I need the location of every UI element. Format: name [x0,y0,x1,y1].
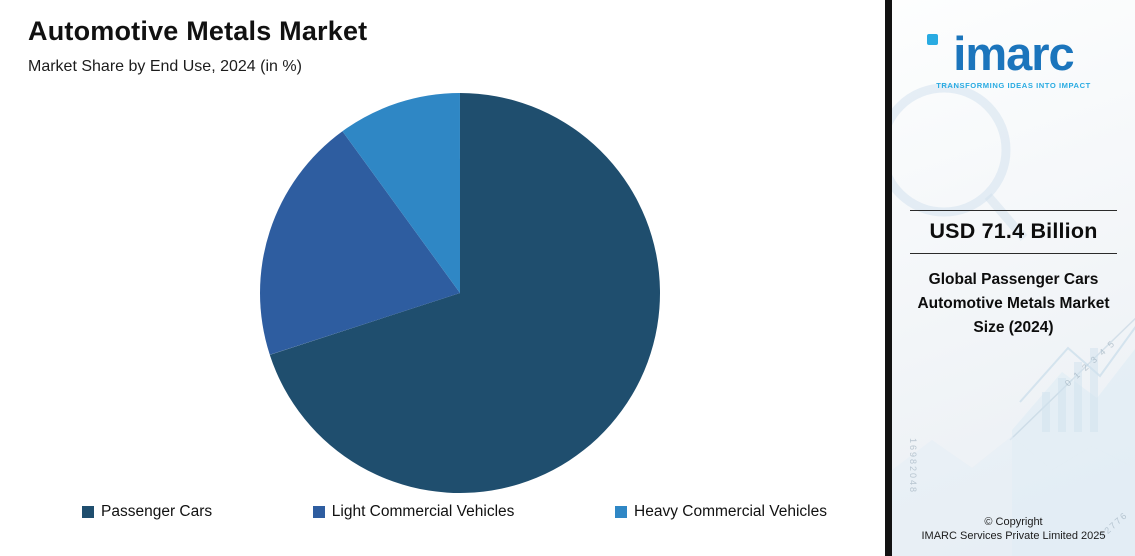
copyright-company-line: IMARC Services Private Limited 2025 [921,530,1106,542]
market-size-value: USD 71.4 Billion [929,219,1098,243]
chart-area: Automotive Metals Market Market Share by… [0,16,885,521]
imarc-logo-dot [926,34,938,45]
legend-label: Light Commercial Vehicles [331,503,515,520]
legend-label: Passenger Cars [101,503,213,520]
legend-label: Heavy Commercial Vehicles [634,503,827,520]
legend-item-passenger-cars: Passenger Cars [82,503,212,521]
divider [910,210,1117,211]
legend-item-heavy-commercial: Heavy Commercial Vehicles [615,503,827,521]
pie-slice-heavy-commercial-vehicles [342,93,460,293]
pie-chart-svg [260,93,660,494]
imarc-logo: imarc TRANSFORMING IDEAS INTO IMPACT [926,30,1102,90]
legend-swatch-heavy-commercial [615,506,628,518]
imarc-logo-text: imarc [953,27,1074,80]
decor-number: 16982048 [908,438,918,495]
pie-chart [260,93,660,494]
info-panel: 0 1 2 3 4 5 16982048 22776 imarc TRANSFO… [885,0,1135,556]
divider [910,253,1117,254]
pie-slice-passenger-cars [269,93,660,494]
pie-slice-light-commercial-vehicles [260,131,460,355]
legend-swatch-passenger-cars [82,506,94,518]
page-subtitle: Market Share by End Use, 2024 (in %) [28,58,302,75]
legend: Passenger Cars Light Commercial Vehicles… [0,503,885,521]
imarc-tagline: TRANSFORMING IDEAS INTO IMPACT [936,81,1091,90]
copyright: © Copyright IMARC Services Private Limit… [892,516,1135,542]
copyright-symbol-line: © Copyright [984,516,1043,528]
page-title: Automotive Metals Market [28,16,368,46]
market-size-callout: USD 71.4 Billion Global Passenger Cars A… [910,210,1117,340]
market-size-label: Global Passenger Cars Automotive Metals … [917,271,1110,337]
legend-item-light-commercial: Light Commercial Vehicles [312,503,515,521]
legend-swatch-light-commercial [312,506,325,518]
decor-axis-ticks: 0 1 2 3 4 5 [1063,337,1119,389]
